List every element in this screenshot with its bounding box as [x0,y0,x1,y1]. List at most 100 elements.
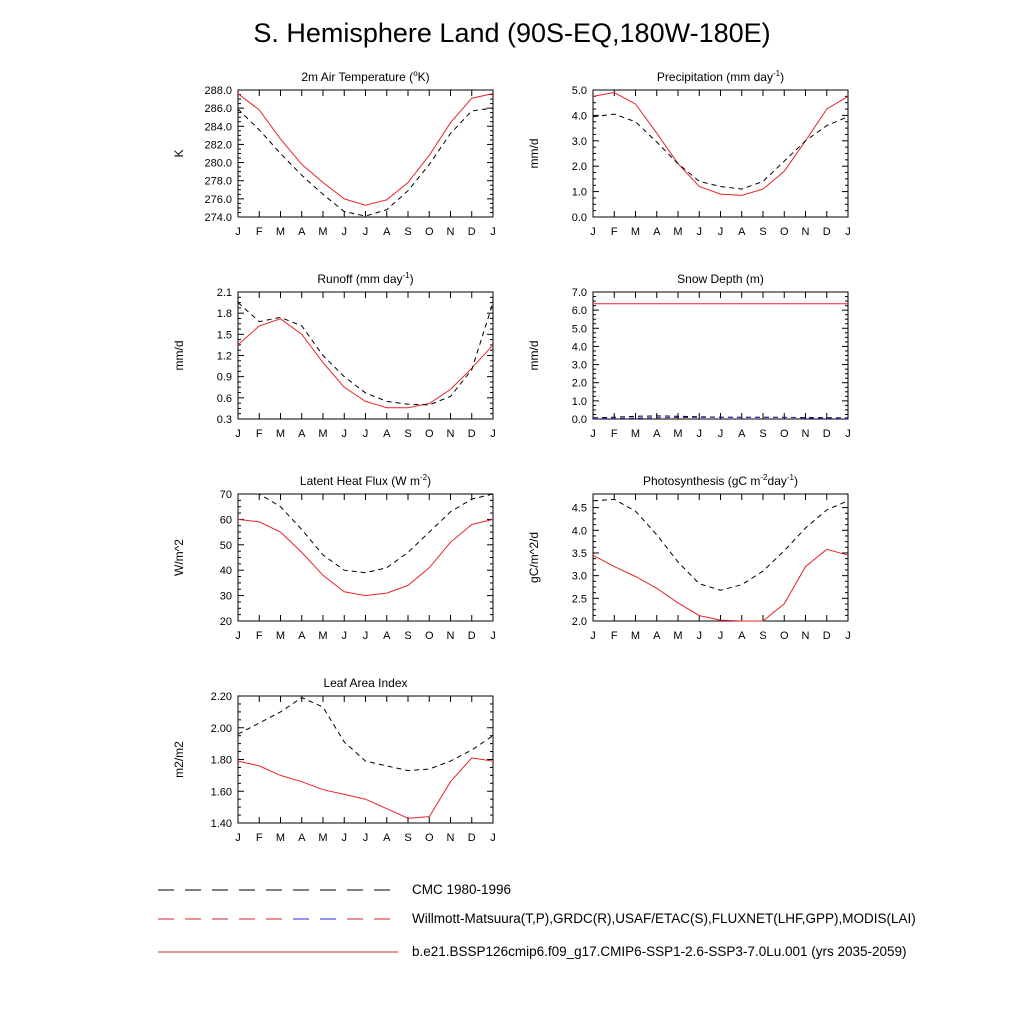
x-tick-label: F [256,630,263,642]
x-tick-label: D [823,630,831,642]
x-tick-label: J [590,226,596,238]
y-tick-label: 2.0 [572,378,587,390]
chart-panel-5: Photosynthesis (gC m-2day-1)gC/m^2/dJ F M A… [527,473,851,642]
x-tick-label: J [342,226,348,238]
chart-panel-2: Runoff (mm day-1)mm/dJ F M A M J J A S O N D J0.30.6… [172,271,496,440]
y-tick-label: 60 [220,514,232,526]
series-line-dash-black [237,107,494,217]
x-tick-label: F [256,832,263,844]
plot-frame [237,493,494,622]
page-title: S. Hemisphere Land (90S-EQ,180W-180E) [253,18,771,48]
y-axis-label: m2/m2 [172,741,186,778]
x-tick-label: J [363,832,369,844]
legend-line-cmc [158,889,398,891]
x-tick-label: M [276,832,285,844]
x-tick-label: J [363,428,369,440]
legend-line-obs [158,918,398,920]
y-axis-label: gC/m^2/d [527,532,541,583]
y-tick-label: 40 [220,565,232,577]
y-tick-label: 1.60 [211,786,232,798]
series-line-dash-black [237,697,494,772]
x-tick-label: J [363,630,369,642]
y-tick-label: 2.0 [572,616,587,628]
x-tick-label: J [845,428,851,440]
x-tick-label: N [447,428,455,440]
x-tick-label: J [845,226,851,238]
plot-frame [592,89,849,218]
y-tick-label: 30 [220,591,232,603]
x-tick-label: A [383,630,391,642]
x-tick-label: J [342,832,348,844]
x-tick-label: F [611,428,618,440]
x-tick-label: J [490,630,496,642]
x-tick-label: J [718,630,724,642]
y-tick-label: 1.8 [217,308,232,320]
x-tick-label: D [823,428,831,440]
x-tick-label: A [383,226,391,238]
x-tick-label: A [653,630,661,642]
x-tick-label: O [780,630,789,642]
y-tick-label: 1.40 [211,818,232,830]
y-tick-label: 3.0 [572,571,587,583]
x-tick-label: J [490,832,496,844]
x-tick-label: J [718,428,724,440]
y-tick-label: 50 [220,540,232,552]
y-tick-label: 288.0 [204,85,232,97]
y-tick-label: 2.0 [572,161,587,173]
x-tick-label: A [653,428,661,440]
y-axis-label: K [172,149,186,157]
chart-panel-0: 2m Air Temperature (oK)KJ F M A M J J A S O N D J274… [172,69,496,238]
chart-title: 2m Air Temperature (oK) [301,69,429,84]
x-tick-label: F [256,428,263,440]
x-tick-label: J [235,226,241,238]
y-axis-label: mm/d [527,139,541,169]
x-tick-label: D [468,226,476,238]
x-tick-label: J [235,832,241,844]
series-line-dash-black [238,493,494,574]
x-tick-label: M [673,428,682,440]
y-tick-label: 5.0 [572,85,587,97]
x-tick-label: J [590,428,596,440]
y-tick-label: 3.5 [572,548,587,560]
y-tick-label: 280.0 [204,158,232,170]
chart-title: Runoff (mm day-1) [317,271,413,286]
x-tick-label: D [468,832,476,844]
x-tick-label: S [404,832,411,844]
x-tick-label: O [780,428,789,440]
y-tick-label: 5.0 [572,323,587,335]
chart-panel-1: Precipitation (mm day-1)mm/dJ F M A M J J A S O N D… [527,69,851,238]
x-tick-label: J [490,428,496,440]
plot-frame [237,695,494,824]
plot-frame [237,89,494,218]
x-tick-label: J [697,226,703,238]
chart-title: Leaf Area Index [323,676,407,690]
x-tick-label: J [235,630,241,642]
y-tick-label: 0.3 [217,414,232,426]
plot-frame [237,291,494,420]
x-tick-label: O [425,832,434,844]
y-tick-label: 0.6 [217,393,232,405]
y-tick-label: 4.0 [572,525,587,537]
series-line-dash-blue [592,416,849,420]
x-tick-label: J [697,428,703,440]
x-tick-label: J [697,630,703,642]
x-tick-label: N [447,226,455,238]
series-line-solid-red [592,91,849,196]
x-tick-label: A [383,428,391,440]
series-line-solid-red [237,518,494,597]
x-tick-label: A [738,428,746,440]
y-tick-label: 0.9 [217,372,232,384]
x-tick-label: M [276,630,285,642]
x-tick-label: A [298,630,306,642]
x-tick-label: A [298,428,306,440]
y-tick-label: 284.0 [204,121,232,133]
x-tick-label: O [425,226,434,238]
y-tick-label: 1.0 [572,187,587,199]
y-axis-label: mm/d [527,341,541,371]
y-tick-label: 4.0 [572,341,587,353]
y-tick-label: 276.0 [204,194,232,206]
y-tick-label: 4.0 [572,110,587,122]
x-tick-label: M [276,428,285,440]
y-tick-label: 0.0 [572,414,587,426]
